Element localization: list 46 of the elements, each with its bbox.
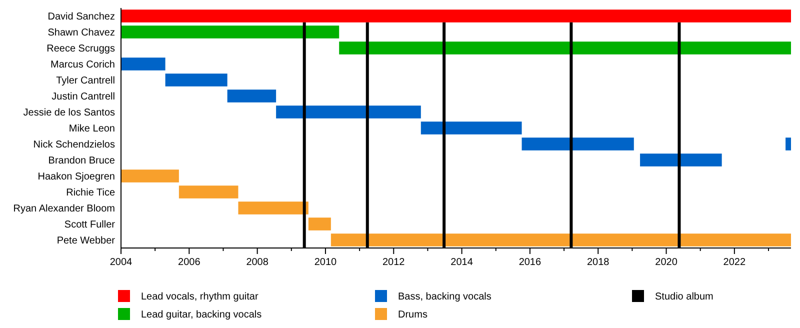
- x-tick-label: 2008: [246, 257, 269, 268]
- bar: [420, 122, 522, 134]
- x-tick-label: 2018: [586, 257, 610, 268]
- y-tick-label: Shawn Chavez: [48, 28, 115, 38]
- y-tick-label: Tyler Cantrell: [56, 76, 115, 86]
- y-tick-label: Jessie de los Santos: [23, 108, 115, 118]
- bar: [178, 186, 238, 198]
- y-tick-label: Pete Webber: [56, 236, 116, 246]
- x-tick-label: 2004: [110, 257, 133, 268]
- y-tick-label: Brandon Bruce: [48, 156, 116, 166]
- x-tick-label: 2006: [178, 257, 201, 268]
- legend-label: Lead vocals, rhythm guitar: [141, 292, 259, 302]
- bar: [276, 106, 421, 118]
- x-tick-label: 2014: [450, 257, 474, 268]
- legend-label: Drums: [398, 310, 428, 320]
- bar: [786, 138, 791, 150]
- bar: [121, 170, 179, 182]
- bar: [121, 58, 166, 70]
- legend-label: Lead guitar, backing vocals: [141, 310, 262, 320]
- bar: [238, 202, 308, 214]
- bar: [121, 10, 791, 22]
- y-tick-label: Reece Scruggs: [46, 44, 115, 54]
- y-tick-label: Scott Fuller: [64, 220, 116, 230]
- legend-label: Bass, backing vocals: [398, 292, 492, 302]
- legend-label: Studio album: [655, 292, 714, 302]
- bar: [121, 26, 340, 38]
- x-tick-label: 2016: [518, 257, 542, 268]
- y-tick-label: Nick Schendzielos: [33, 140, 115, 150]
- bar: [330, 234, 791, 246]
- x-tick-label: 2010: [314, 257, 338, 268]
- x-tick-label: 2022: [723, 257, 746, 268]
- bar: [227, 90, 276, 102]
- bar: [308, 218, 331, 230]
- bar: [165, 74, 228, 86]
- y-tick-label: Richie Tice: [66, 188, 116, 198]
- bar: [522, 138, 634, 150]
- bar: [640, 154, 722, 166]
- y-tick-label: Haakon Sjoegren: [38, 172, 115, 182]
- y-tick-label: Mike Leon: [68, 124, 115, 134]
- x-tick-label: 2020: [655, 257, 678, 268]
- y-tick-label: Ryan Alexander Bloom: [13, 204, 115, 214]
- bar: [339, 42, 791, 54]
- x-tick-label: 2012: [382, 257, 406, 268]
- y-tick-label: Marcus Corich: [50, 60, 115, 70]
- y-tick-label: David Sanchez: [48, 12, 115, 22]
- y-tick-label: Justin Cantrell: [52, 92, 115, 102]
